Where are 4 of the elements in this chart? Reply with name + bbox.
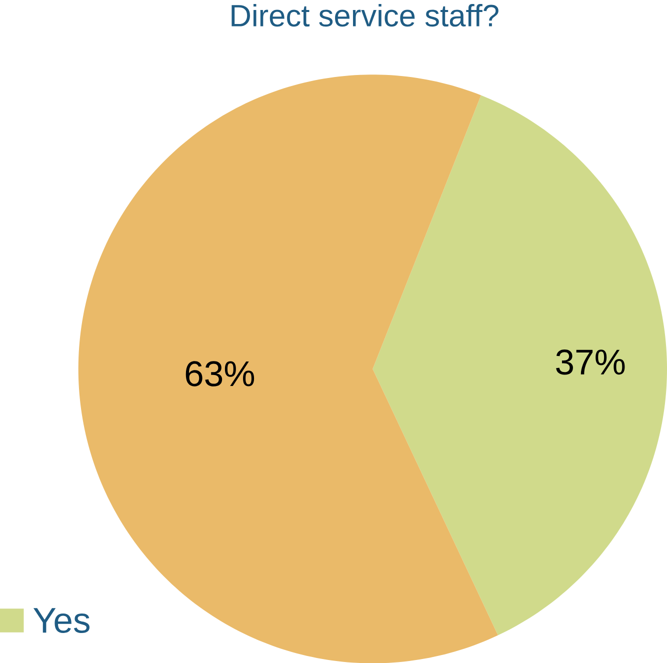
data-label: 37% — [556, 349, 625, 375]
chart-title: Direct service staff? — [232, 4, 498, 26]
data-label: 63% — [186, 361, 254, 386]
legend-label: Yes — [33, 608, 90, 633]
